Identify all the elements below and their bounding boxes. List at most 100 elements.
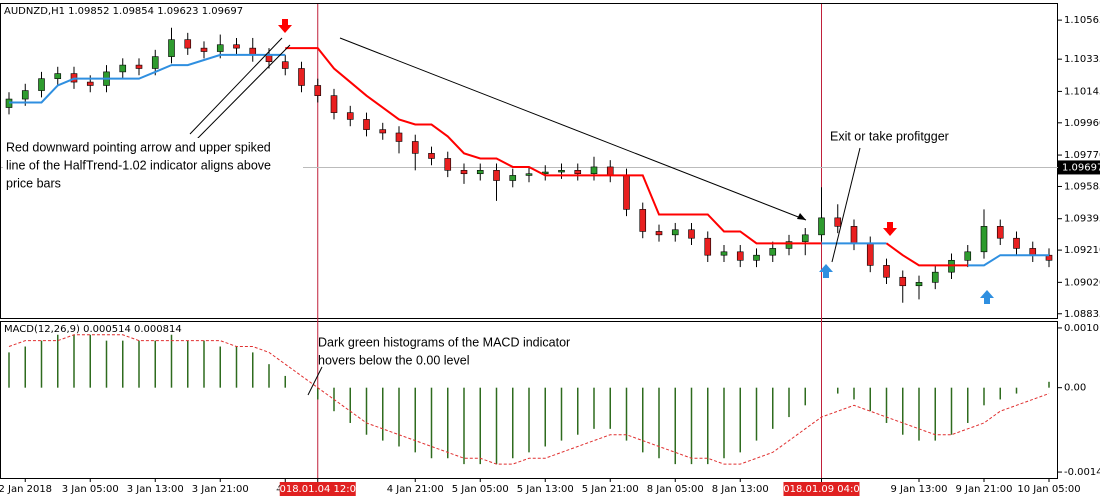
candle-body	[54, 73, 62, 79]
candle-body	[363, 119, 370, 130]
candle-body	[818, 217, 825, 236]
pointer-line	[831, 147, 861, 263]
candle-body	[395, 132, 403, 142]
x-tick-label: 8 Jan 05:00	[647, 484, 704, 495]
candle-body	[86, 81, 94, 86]
y-tick-label: 1.08835	[1064, 309, 1100, 320]
candle-body	[574, 170, 582, 175]
x-tick-label: 4 Jan 21:00	[387, 484, 444, 495]
candle-body	[623, 175, 630, 210]
candle-body	[720, 251, 728, 256]
candle-body	[1013, 237, 1020, 249]
candle-body	[119, 64, 127, 73]
candle-body	[606, 166, 614, 176]
x-tick-label: 8 Jan 13:00	[712, 484, 769, 495]
x-tick-label: 9 Jan 13:00	[891, 484, 948, 495]
candle-body	[704, 237, 712, 256]
candle-body	[866, 243, 874, 266]
y-tick-label: 1.10335	[1064, 54, 1100, 65]
candle-body	[980, 226, 988, 253]
annotation: Exit or take profitgger	[830, 129, 949, 143]
candle-body	[38, 78, 45, 91]
candle-body	[525, 173, 533, 176]
candle-body	[314, 85, 322, 96]
y-tick-label: 1.10565	[1064, 15, 1100, 26]
x-tick-label: 2018.01.04 12:00	[273, 484, 362, 495]
x-label-highlight	[783, 482, 860, 496]
candle-body	[151, 56, 159, 69]
y-tick-label: 1.10145	[1064, 86, 1100, 97]
y-tick-label: 1.09395	[1064, 214, 1100, 225]
candle-body	[590, 166, 598, 175]
candle-body	[688, 229, 695, 239]
y-tick-label: 1.09020	[1064, 277, 1100, 288]
pointer-line	[189, 37, 283, 135]
candle-body	[476, 170, 484, 175]
candle-body	[996, 226, 1004, 239]
candle-body	[444, 158, 452, 171]
x-label-highlight	[279, 482, 356, 496]
halftrend-line	[285, 47, 968, 267]
y-tick-label: 1.09960	[1064, 118, 1100, 129]
candle-body	[655, 231, 663, 236]
y-tick-label: -0.001435	[1064, 467, 1100, 478]
candle-body	[931, 271, 939, 283]
pointer-line	[339, 37, 807, 221]
annotation: line of the HalfTrend-1.02 indicator ali…	[6, 158, 271, 172]
candle-body	[249, 47, 257, 56]
candle-body	[801, 234, 809, 242]
candle-body	[200, 47, 208, 52]
candle-body	[21, 90, 29, 100]
chart-title: AUDNZD,H1 1.09852 1.09854 1.09623 1.0969…	[4, 6, 243, 17]
candle-body	[233, 44, 240, 49]
price-panel	[0, 3, 1058, 319]
candle-body	[639, 209, 647, 232]
macd-title: MACD(12,26,9) 0.000514 0.000814	[4, 324, 182, 335]
last-price-label: 1.09697	[1062, 162, 1100, 173]
candle-body	[298, 68, 305, 86]
candle-body	[883, 265, 890, 278]
last-price-box	[1058, 160, 1100, 175]
candle-body	[753, 254, 760, 261]
buy-arrow	[819, 264, 833, 278]
annotation: Red downward pointing arrow and upper sp…	[6, 140, 271, 154]
halftrend-line	[9, 53, 1049, 267]
y-tick-label: 1.09585	[1064, 181, 1100, 192]
buy-arrow	[980, 290, 994, 304]
note-bg	[3, 138, 303, 200]
sell-arrow	[883, 222, 897, 236]
candle-body	[281, 61, 289, 69]
candle-body	[184, 39, 192, 49]
candle-body	[265, 54, 273, 63]
candle-body	[1029, 248, 1037, 256]
candle-body	[411, 141, 419, 154]
x-tick-label: 3 Jan 05:00	[62, 484, 119, 495]
y-tick-label: 1.09210	[1064, 245, 1100, 256]
candle-body	[736, 251, 744, 261]
plot-layer: 1.10565 1.10335 1.10145 1.09960 1.09770 1.095…	[0, 4, 1100, 496]
annotation: hovers below the 0.00 level	[318, 353, 469, 367]
macd-panel	[0, 321, 1058, 479]
x-tick-label: 9 Jan 21:00	[956, 484, 1013, 495]
candle-body	[168, 39, 175, 57]
x-tick-label: 2 Jan 2018	[0, 484, 52, 495]
candle-body	[509, 175, 517, 181]
candle-body	[785, 241, 793, 249]
candle-body	[964, 251, 972, 261]
x-tick-label: 10 Jan 05:00	[1017, 484, 1080, 495]
candle-body	[915, 282, 923, 287]
x-tick-label: 5 Jan 05:00	[452, 484, 509, 495]
candle-body	[899, 276, 907, 287]
pointer-line	[307, 366, 323, 396]
signal-line	[8, 334, 1050, 465]
candle-body	[135, 64, 143, 69]
candle-body	[216, 44, 224, 52]
x-tick-label: 2018.01.09 04:00	[777, 484, 866, 495]
candle-body	[834, 217, 842, 227]
candle-body	[769, 248, 777, 256]
y-tick-label: 0.001016	[1064, 323, 1100, 334]
candle-body	[460, 170, 468, 175]
annotation: Dark green histograms of the MACD indica…	[318, 335, 570, 349]
